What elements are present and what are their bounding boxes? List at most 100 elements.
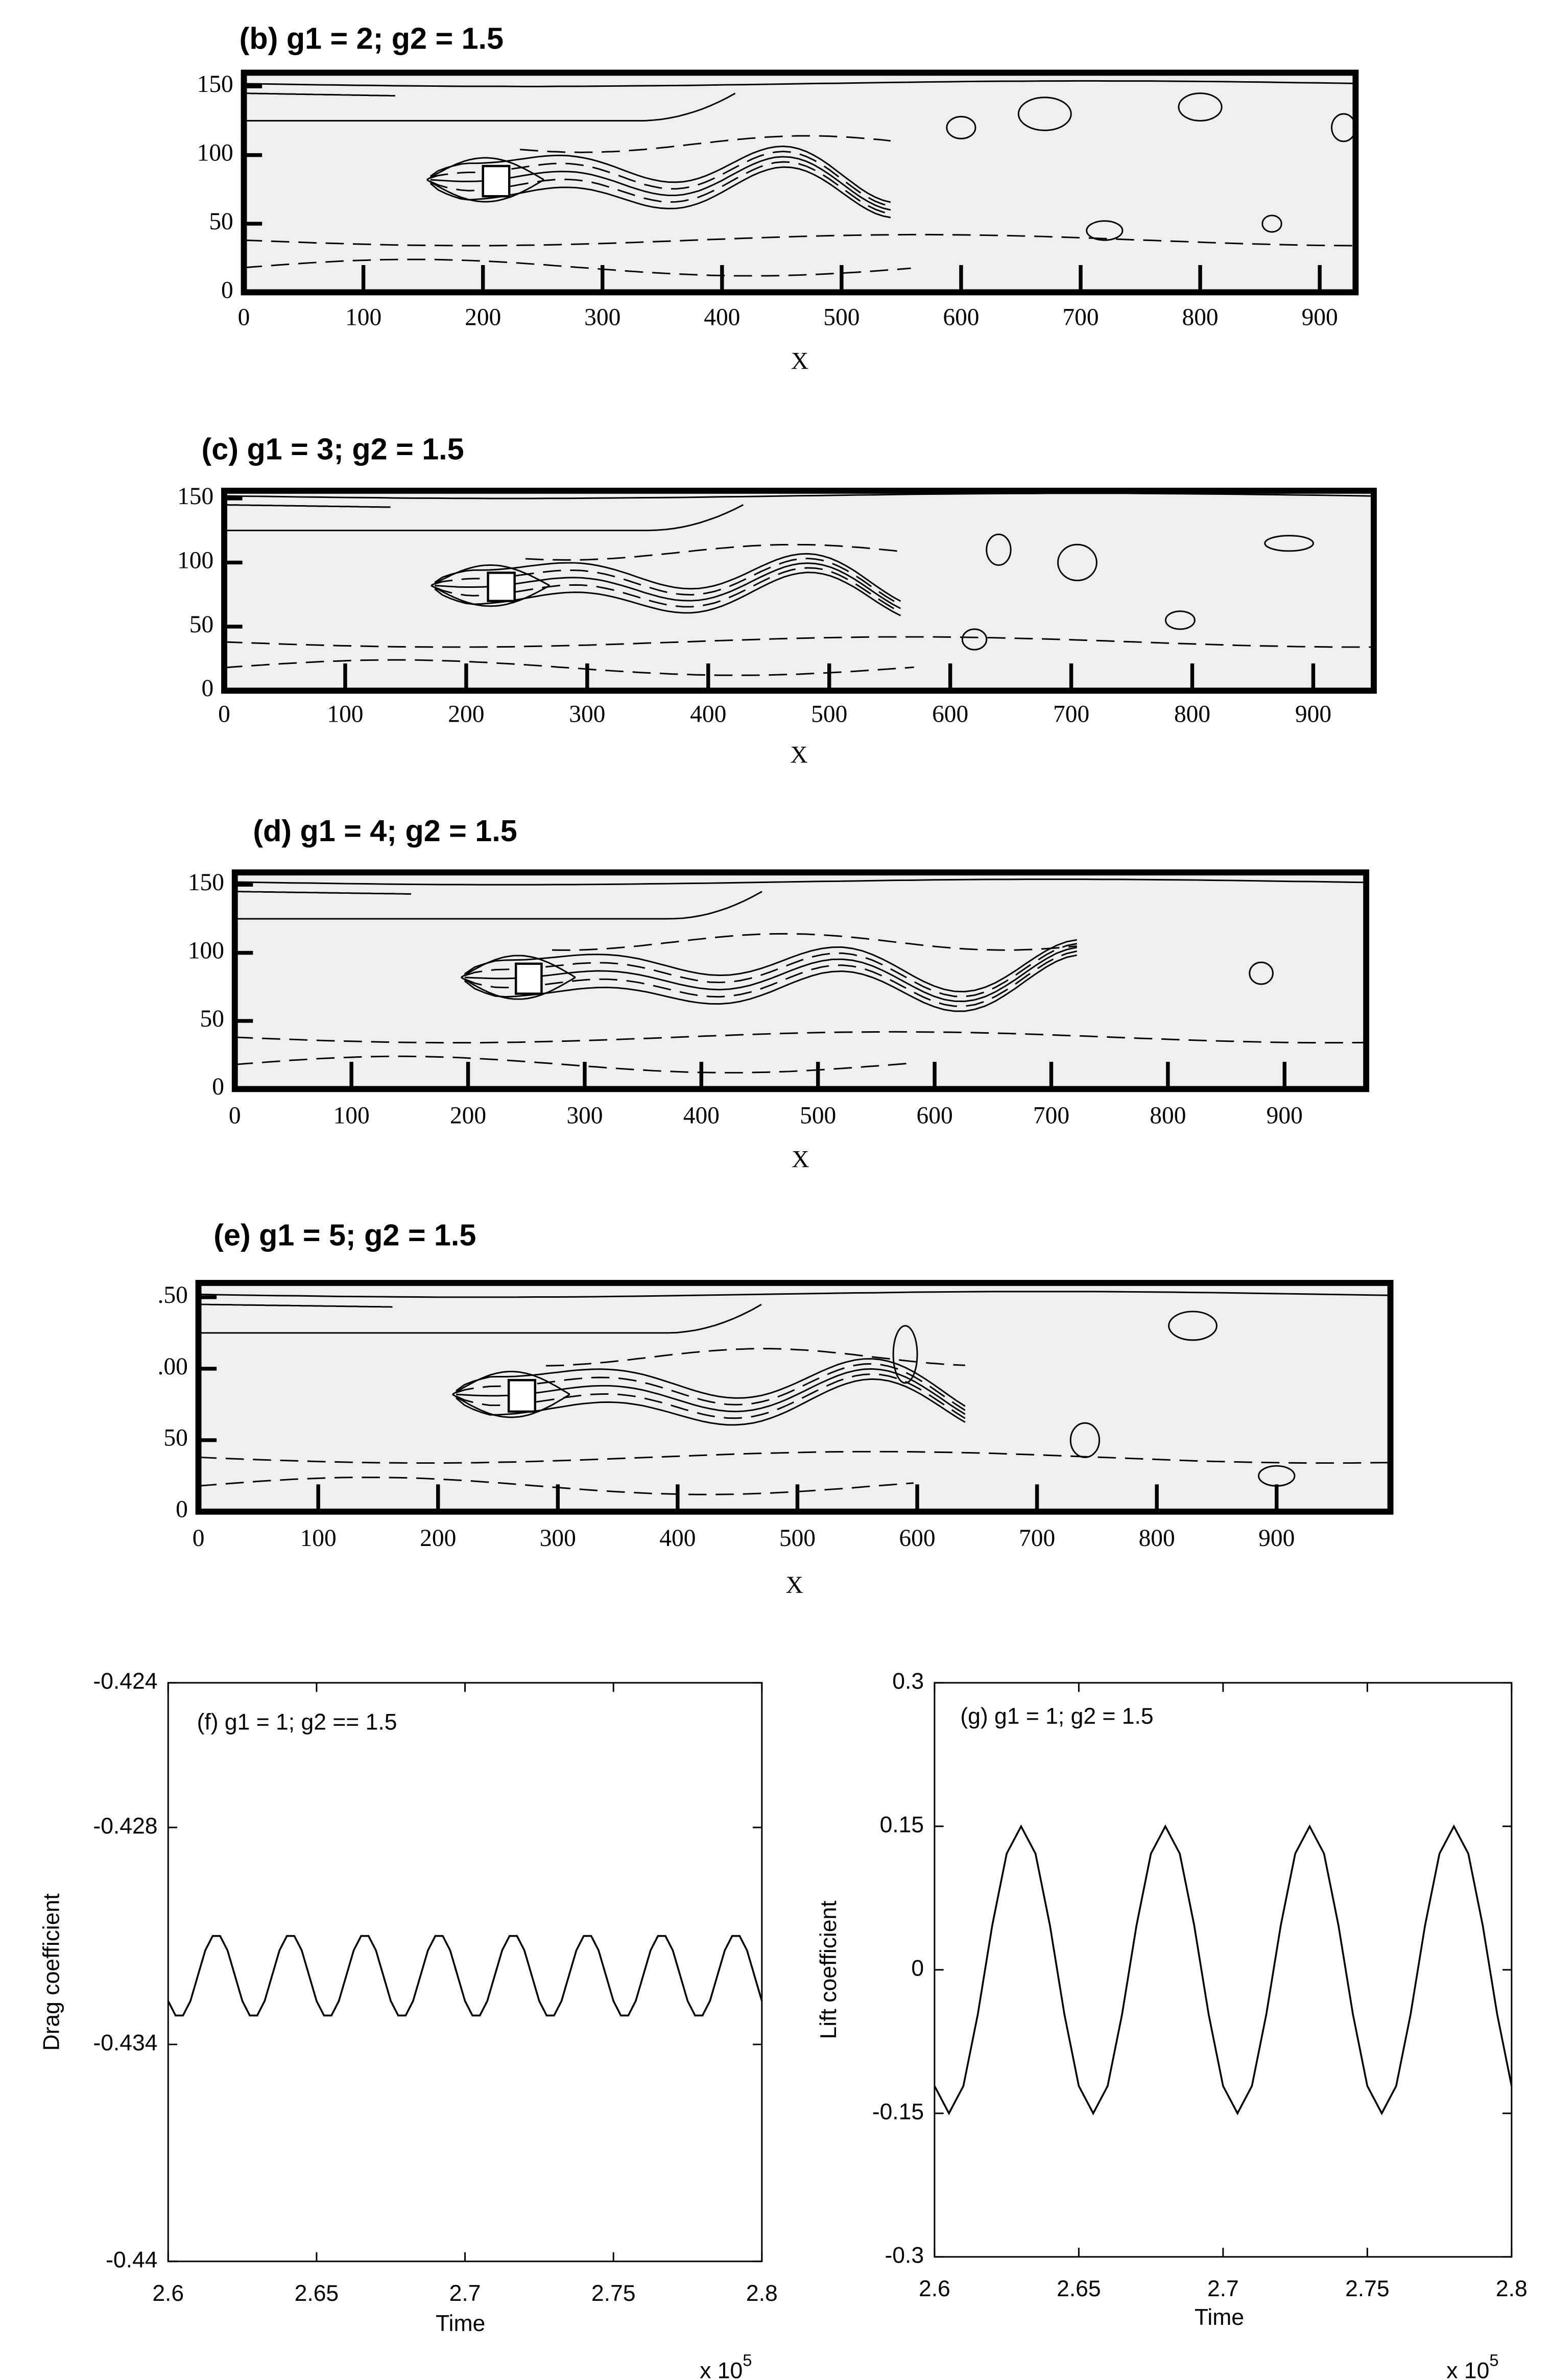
y-tick-label: -0.424: [93, 1669, 157, 1694]
x-tick-label: 200: [450, 1103, 486, 1129]
x-tick-label: 2.6: [152, 2281, 184, 2306]
annotation: (f) g1 = 1; g2 == 1.5: [197, 1710, 397, 1735]
x-tick-label: 0: [218, 701, 230, 728]
x-tick-label: 400: [690, 701, 726, 728]
contour-line: [461, 977, 576, 1000]
contour-line: [456, 1358, 966, 1407]
series-line: [167, 1935, 763, 2017]
x-tick-label: 800: [1174, 701, 1210, 728]
y-tick-label: -0.44: [106, 2248, 157, 2273]
x-tick-label: 200: [465, 304, 501, 331]
y-tick-label: 0: [911, 1956, 924, 1981]
contour-dashed: [244, 233, 1356, 247]
x-tick-label: 500: [779, 1525, 816, 1552]
vortex: [1164, 610, 1196, 630]
plot-frame: [221, 487, 1377, 694]
vortex: [1086, 220, 1124, 241]
contour-line: [198, 1303, 393, 1308]
y-tick-label: 150: [177, 483, 213, 510]
x-multiplier: x 105: [1446, 2350, 1498, 2380]
contour-line: [452, 1393, 570, 1418]
contour-dashed: [464, 943, 1077, 997]
y-tick-label: 50: [163, 1425, 187, 1451]
plot-area: [244, 73, 1356, 293]
series-line: [934, 1824, 1513, 2115]
x-tick-label: 200: [448, 701, 484, 728]
x-axis-label: X: [790, 742, 807, 769]
y-axis-label: Lift coefficient: [816, 1900, 841, 2039]
x-tick-label: 0: [229, 1103, 241, 1129]
contours: [244, 80, 1356, 277]
y-tick-label: 100: [177, 547, 213, 574]
plot-frame: [195, 1280, 1394, 1515]
x-tick-label: 2.7: [1207, 2276, 1239, 2301]
contour-line: [464, 939, 1077, 993]
x-tick-label: 700: [1062, 304, 1099, 331]
contour-dashed: [520, 135, 891, 153]
vortex: [961, 628, 988, 651]
contour-line: [452, 1370, 570, 1395]
x-tick-label: 800: [1150, 1103, 1186, 1129]
contour-dashed: [434, 557, 901, 606]
x-tick-label: 900: [1267, 1103, 1303, 1129]
contour-line: [244, 92, 736, 122]
contour-dashed: [234, 1055, 914, 1074]
plot-frame: [241, 69, 1359, 296]
x-tick-label: 300: [569, 701, 605, 728]
x-tick-label: 900: [1258, 1525, 1295, 1552]
contour-line: [426, 157, 544, 181]
contour-line: [198, 1303, 762, 1334]
contour-dashed: [552, 933, 1077, 951]
x-tick-label: 2.75: [1345, 2276, 1390, 2301]
x-tick-label: 800: [1182, 304, 1218, 331]
y-tick-label: 0.15: [880, 1813, 924, 1838]
contour-dashed: [456, 1373, 966, 1419]
obstacle: [514, 962, 543, 995]
x-tick-label: 300: [540, 1525, 576, 1552]
contours: [198, 1291, 1391, 1495]
x-tick-label: 400: [659, 1525, 696, 1552]
x-tick-label: 100: [327, 701, 363, 728]
panel-title: (e) g1 = 5; g2 = 1.5: [213, 1218, 476, 1252]
contour-dashed: [464, 950, 1077, 1007]
vortex: [1017, 97, 1072, 131]
contour-line: [244, 80, 1356, 87]
y-tick-label: -0.15: [872, 2100, 924, 2125]
x-tick-label: 0: [193, 1525, 205, 1552]
contour-line: [464, 954, 1077, 1012]
y-tick-label: 0: [221, 277, 233, 303]
x-tick-label: 700: [1033, 1103, 1069, 1129]
x-tick-label: 500: [811, 701, 847, 728]
x-tick-label: 600: [932, 701, 968, 728]
contour-line: [244, 92, 395, 97]
contour-line: [464, 946, 1077, 1003]
contour-dashed: [234, 1031, 1367, 1044]
contour-line: [431, 585, 551, 607]
vortex: [1168, 1311, 1218, 1341]
x-tick-label: 400: [704, 304, 740, 331]
x-tick-label: 2.7: [449, 2281, 481, 2306]
y-tick-label: 0.3: [892, 1669, 924, 1694]
y-tick-label: 150: [197, 71, 233, 98]
vortex: [1069, 1422, 1101, 1458]
x-tick-label: 100: [345, 304, 381, 331]
contour-dashed: [456, 1363, 966, 1411]
plot-area: [198, 1282, 1391, 1512]
y-tick-label: -0.434: [93, 2031, 157, 2056]
contour-line: [234, 878, 1367, 886]
vortex: [892, 1325, 918, 1384]
plot-frame: [934, 1682, 1513, 2258]
x-tick-label: 500: [800, 1103, 836, 1129]
x-tick-label: 0: [238, 304, 250, 331]
plot-frame: [167, 1682, 763, 2263]
contour-line: [461, 955, 576, 979]
x-tick-label: 100: [333, 1103, 370, 1129]
contour-dashed: [198, 1450, 1391, 1464]
x-multiplier-base: x 10: [1446, 2358, 1489, 2380]
x-multiplier-exponent: 5: [1489, 2350, 1498, 2369]
y-tick-label: 150: [188, 869, 224, 896]
obstacle: [487, 572, 516, 602]
vortex: [1057, 543, 1097, 582]
vortex: [1249, 961, 1274, 985]
x-multiplier: x 105: [700, 2350, 752, 2380]
